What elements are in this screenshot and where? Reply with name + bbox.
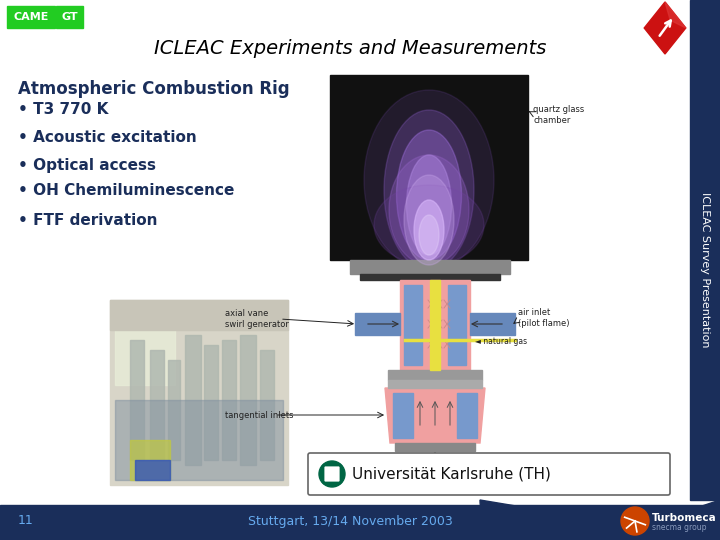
- Bar: [388, 370, 482, 380]
- Bar: [222, 340, 236, 460]
- Text: Universität Karlsruhe (TH): Universität Karlsruhe (TH): [352, 467, 551, 482]
- Bar: [360, 274, 500, 280]
- Circle shape: [621, 507, 649, 535]
- Text: Atmospheric Combustion Rig: Atmospheric Combustion Rig: [18, 80, 289, 98]
- Bar: [260, 350, 274, 460]
- Ellipse shape: [419, 215, 439, 255]
- Bar: [185, 335, 201, 465]
- Circle shape: [319, 461, 345, 487]
- Bar: [135, 460, 170, 480]
- Bar: [130, 440, 170, 480]
- Ellipse shape: [397, 130, 462, 260]
- Bar: [388, 380, 482, 388]
- Bar: [130, 340, 144, 460]
- Bar: [110, 300, 288, 330]
- Bar: [185, 335, 201, 465]
- Ellipse shape: [404, 175, 454, 265]
- Bar: [240, 335, 256, 465]
- Polygon shape: [385, 388, 485, 443]
- Text: Stuttgart, 13/14 November 2003: Stuttgart, 13/14 November 2003: [248, 515, 452, 528]
- Text: air inlet
(pilot flame): air inlet (pilot flame): [518, 308, 570, 328]
- Bar: [448, 285, 466, 365]
- Text: • Optical access: • Optical access: [18, 158, 156, 173]
- Text: quartz glass
chamber: quartz glass chamber: [533, 105, 584, 125]
- FancyBboxPatch shape: [308, 453, 670, 495]
- Bar: [150, 350, 164, 460]
- Ellipse shape: [374, 185, 484, 265]
- Bar: [115, 305, 175, 385]
- Polygon shape: [665, 2, 685, 28]
- Bar: [56, 6, 83, 28]
- Bar: [6, 5, 84, 29]
- Bar: [110, 300, 288, 485]
- Text: ICLEAC Experiments and Measurements: ICLEAC Experiments and Measurements: [154, 38, 546, 57]
- Text: CAME: CAME: [13, 12, 49, 22]
- Ellipse shape: [384, 110, 474, 270]
- Ellipse shape: [414, 200, 444, 260]
- Circle shape: [323, 465, 341, 483]
- Bar: [110, 300, 288, 485]
- Text: • FTF derivation: • FTF derivation: [18, 213, 158, 228]
- Bar: [260, 350, 274, 460]
- Bar: [430, 280, 440, 370]
- Text: tangential inlets: tangential inlets: [225, 410, 294, 420]
- Ellipse shape: [389, 155, 469, 265]
- Ellipse shape: [364, 90, 494, 270]
- Bar: [168, 360, 180, 460]
- Text: ◄ natural gas: ◄ natural gas: [475, 338, 527, 347]
- Ellipse shape: [407, 155, 451, 255]
- Bar: [130, 340, 144, 460]
- Bar: [404, 285, 422, 365]
- Bar: [330, 75, 528, 260]
- Bar: [355, 313, 400, 335]
- Text: snecma group: snecma group: [652, 523, 706, 532]
- Bar: [240, 335, 256, 465]
- Text: 11: 11: [18, 515, 34, 528]
- Text: • OH Chemiluminescence: • OH Chemiluminescence: [18, 183, 235, 198]
- Text: GT: GT: [62, 12, 78, 22]
- Bar: [7, 6, 55, 28]
- Text: • T3 770 K: • T3 770 K: [18, 102, 109, 117]
- FancyBboxPatch shape: [323, 465, 341, 483]
- Text: Turbomeca: Turbomeca: [652, 513, 716, 523]
- Bar: [400, 280, 470, 370]
- Bar: [204, 345, 218, 460]
- Bar: [395, 443, 475, 451]
- Bar: [393, 393, 413, 438]
- Bar: [470, 313, 515, 335]
- Text: axial vane
swirl generator: axial vane swirl generator: [225, 309, 289, 329]
- Polygon shape: [644, 2, 685, 54]
- Bar: [204, 345, 218, 460]
- Bar: [222, 340, 236, 460]
- Bar: [457, 393, 477, 438]
- Bar: [115, 400, 283, 480]
- Bar: [330, 75, 528, 260]
- Polygon shape: [480, 500, 720, 540]
- Bar: [168, 360, 180, 460]
- Text: ICLEAC Survey Presentation: ICLEAC Survey Presentation: [700, 192, 710, 348]
- Text: • Acoustic excitation: • Acoustic excitation: [18, 130, 197, 145]
- Bar: [150, 350, 164, 460]
- Bar: [350, 260, 510, 274]
- Bar: [0, 505, 720, 540]
- Bar: [690, 0, 720, 500]
